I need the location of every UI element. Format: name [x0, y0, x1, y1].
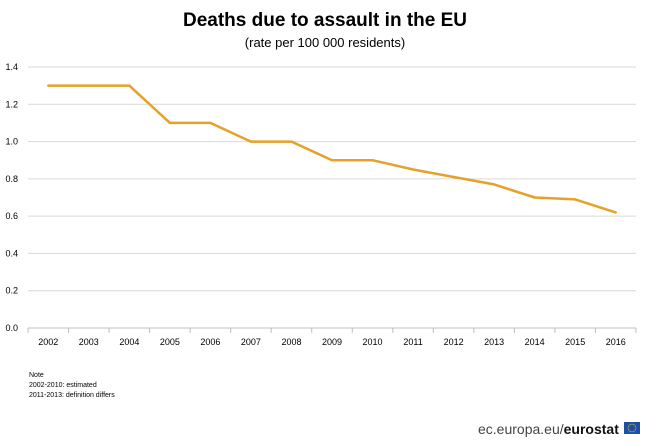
data-point-2006 — [209, 121, 212, 125]
flag-star — [629, 430, 631, 432]
flag-star — [635, 427, 637, 429]
data-point-2016 — [614, 211, 617, 214]
chart-title: Deaths due to assault in the EU — [183, 10, 467, 31]
note-line: 2002-2010: estimated — [29, 382, 97, 389]
source-footer[interactable]: ec.europa.eu/eurostat — [478, 421, 619, 437]
flag-star — [629, 424, 631, 426]
data-point-2007 — [249, 140, 253, 143]
x-tick-label: 2009 — [322, 337, 342, 347]
data-point-2002 — [47, 84, 50, 87]
footer-site: ec.europa.eu/ — [478, 421, 564, 437]
flag-star — [627, 427, 629, 429]
data-point-2009 — [330, 159, 334, 162]
y-axis-ticks: 0.0 0.2 0.4 0.6 0.8 1.0 1.2 1.4 — [5, 62, 18, 333]
y-tick-label: 0.0 — [5, 323, 18, 333]
flag-star — [631, 431, 633, 433]
x-tick-label: 2007 — [241, 337, 261, 347]
y-tick-label: 1.4 — [5, 62, 18, 72]
x-tick-label: 2010 — [363, 337, 383, 347]
data-point-2015 — [574, 198, 577, 201]
y-tick-label: 0.6 — [5, 211, 18, 221]
chart-notes: Note 2002-2010: estimated 2011-2013: def… — [29, 371, 115, 401]
data-point-2010 — [371, 159, 374, 162]
note-line: 2011-2013: definition differs — [29, 392, 115, 399]
x-tick-label: 2008 — [281, 337, 301, 347]
x-tick-label: 2006 — [200, 337, 220, 347]
x-tick-label: 2015 — [565, 337, 585, 347]
x-tick-label: 2004 — [119, 337, 139, 347]
flag-star — [628, 425, 630, 427]
flag-star — [631, 423, 633, 425]
y-tick-label: 0.8 — [5, 174, 18, 184]
eu-flag-icon — [624, 422, 640, 434]
flag-star — [634, 425, 636, 427]
x-tick-label: 2014 — [525, 337, 545, 347]
footer-brand: eurostat — [563, 421, 619, 437]
notes-heading: Note — [29, 372, 44, 379]
x-tick-label: 2011 — [403, 337, 422, 347]
flag-star — [628, 429, 630, 431]
x-tick-label: 2012 — [444, 337, 464, 347]
data-point-2003 — [87, 84, 91, 87]
data-point-2013 — [492, 183, 496, 186]
data-point-2014 — [533, 196, 536, 199]
chart-subtitle: (rate per 100 000 residents) — [244, 35, 406, 50]
x-axis-ticks: 2002 2003 2004 2005 2006 2007 2008 2009 2010 2011… — [38, 337, 625, 347]
data-point-2012 — [452, 175, 455, 179]
y-tick-label: 1.0 — [5, 137, 18, 147]
y-tick-label: 1.2 — [5, 99, 18, 109]
series-layer — [47, 84, 617, 214]
x-tick-label: 2003 — [79, 337, 99, 347]
data-point-2005 — [168, 121, 172, 125]
x-tick-label: 2002 — [38, 337, 58, 347]
data-point-2011 — [411, 168, 415, 171]
data-point-2008 — [290, 140, 293, 143]
gridlines — [28, 66, 636, 292]
flag-star — [633, 424, 635, 426]
x-tick-label: 2016 — [606, 337, 626, 347]
x-axis — [27, 327, 637, 333]
data-point-2004 — [128, 84, 131, 87]
x-tick-label: 2013 — [484, 337, 504, 347]
y-tick-label: 0.4 — [5, 248, 18, 258]
flag-star — [633, 430, 635, 432]
x-tick-label: 2005 — [160, 337, 180, 347]
y-tick-label: 0.2 — [5, 286, 18, 296]
flag-star — [634, 429, 636, 431]
